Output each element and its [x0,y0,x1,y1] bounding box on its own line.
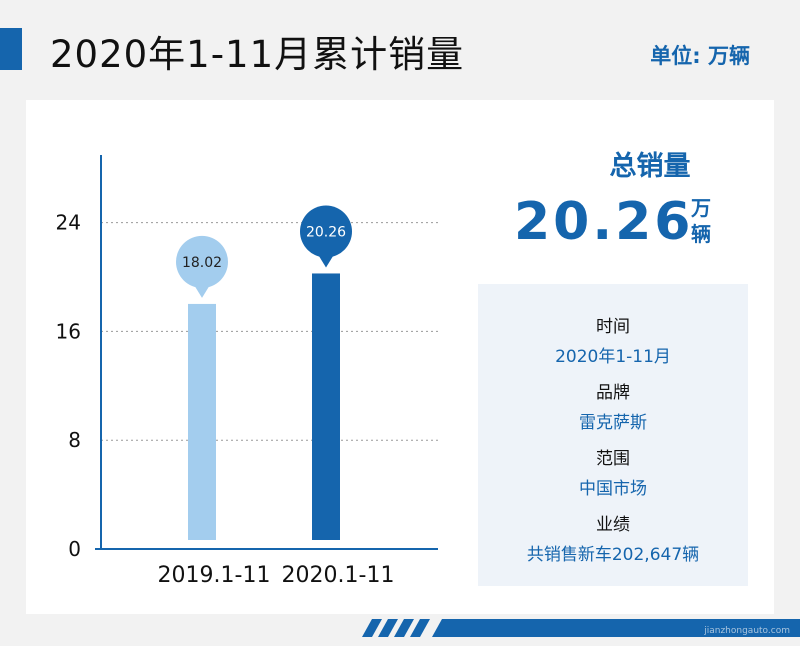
x-category-label: 2019.1-11 [158,563,271,588]
data-label: 20.26 [306,224,346,240]
y-tick-label: 24 [56,211,81,235]
footer-stripes [362,619,800,637]
data-label-pointer [194,284,210,298]
info-label-time: 时间 [596,317,630,337]
x-category-label: 2020.1-11 [282,563,395,588]
info-value-time: 2020年1-11月 [555,347,671,367]
info-label-performance: 业绩 [596,515,630,535]
info-label-scope: 范围 [596,449,630,469]
info-value-performance: 共销售新车202,647辆 [526,545,700,565]
bar [312,273,340,540]
y-tick-label: 8 [68,428,81,452]
page-title: 2020年1-11月累计销量 [50,33,465,76]
info-value-scope: 中国市场 [579,479,647,499]
info-label-brand: 品牌 [596,383,630,403]
data-label-bubble [300,205,352,258]
bar-chart: 0 8 16 24 18.02 2019.1-11 20.26 2020.1-11 [56,155,438,588]
watermark-text: jianzhongauto.com [704,626,790,636]
info-value-brand: 雷克萨斯 [579,413,647,433]
data-label: 18.02 [182,255,222,271]
bar [188,303,216,540]
summary-title: 总销量 [609,151,691,182]
total-sales-unit: 万辆 [691,196,711,246]
y-tick-label: 16 [56,319,81,343]
data-label-bubble [176,235,228,288]
unit-label: 单位: 万辆 [650,44,750,68]
total-sales-value: 20.26 [514,192,694,252]
y-tick-label: 0 [68,537,81,561]
content-card: 0 8 16 24 18.02 2019.1-11 20.26 2020.1-11 总销量 2… [26,100,774,614]
info-box: 时间 2020年1-11月 品牌 雷克萨斯 范围 中国市场 业绩 共销售新车20… [478,284,748,586]
title-accent-bar [0,28,22,70]
data-label-pointer [318,254,334,268]
